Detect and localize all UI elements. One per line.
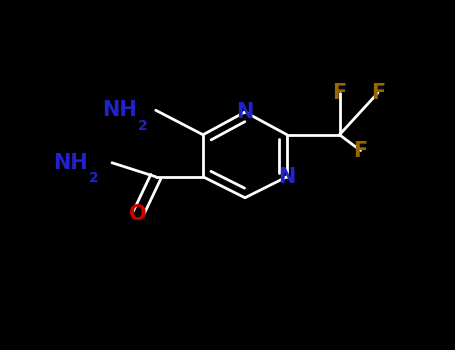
Text: 2: 2 bbox=[89, 172, 99, 186]
Text: NH: NH bbox=[53, 153, 87, 173]
Text: N: N bbox=[236, 102, 254, 122]
Text: N: N bbox=[278, 167, 296, 187]
Text: F: F bbox=[354, 140, 368, 161]
Text: F: F bbox=[371, 83, 385, 103]
Text: O: O bbox=[129, 203, 147, 224]
Text: 2: 2 bbox=[138, 119, 148, 133]
Text: NH: NH bbox=[102, 100, 136, 120]
Text: F: F bbox=[332, 83, 347, 103]
